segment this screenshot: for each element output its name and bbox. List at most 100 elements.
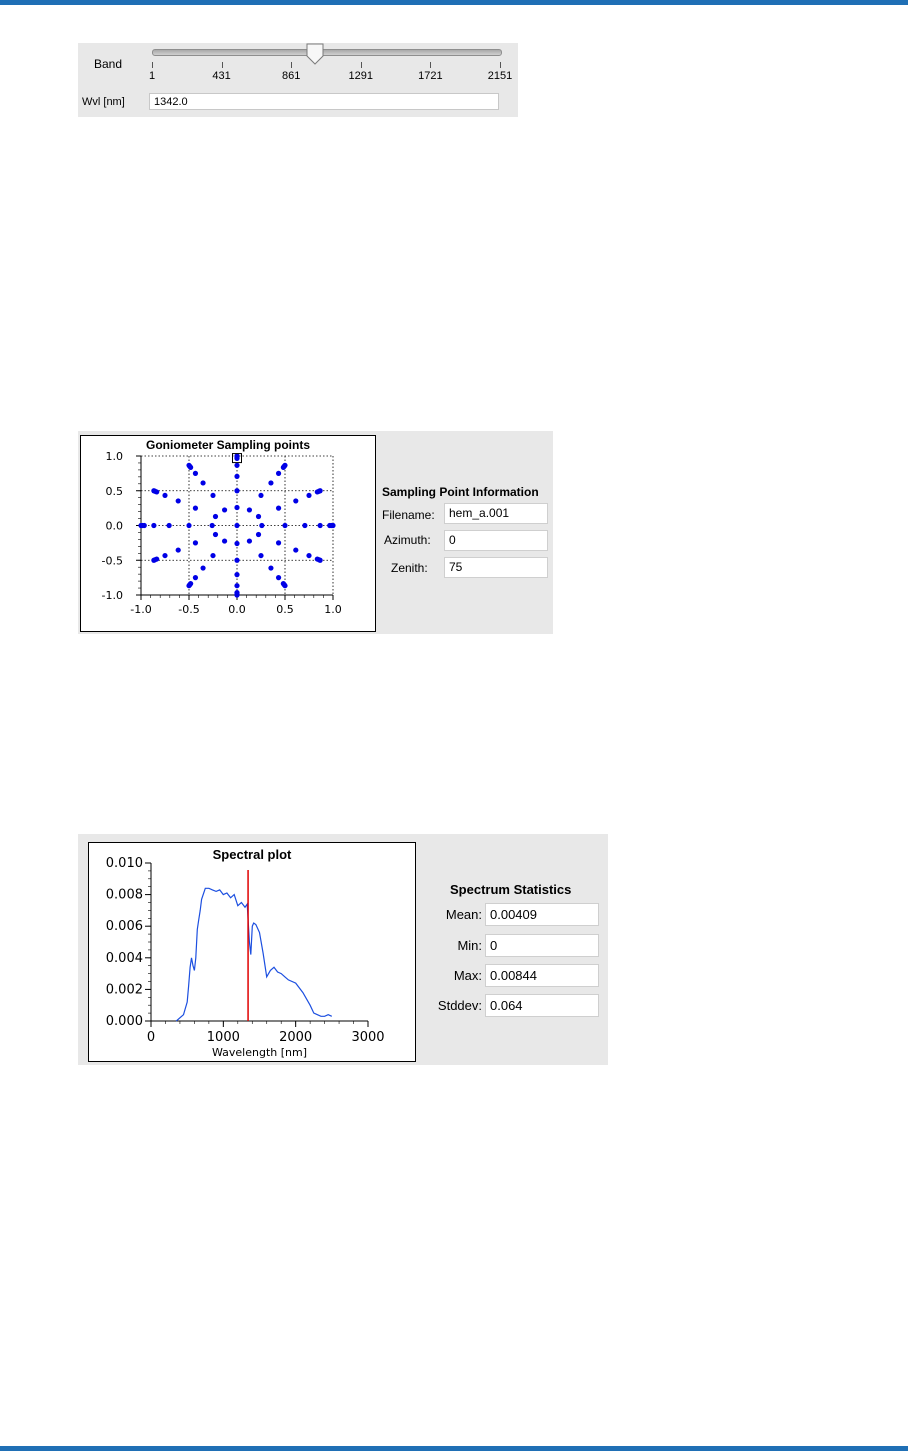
sampling-point	[162, 492, 168, 499]
sampling-point	[306, 552, 312, 559]
sampling-point	[234, 488, 240, 494]
sampling-point	[258, 492, 264, 499]
sampling-point	[212, 513, 219, 520]
sampling-point	[234, 583, 240, 589]
sampling-point	[275, 540, 282, 546]
spectrum-statistics-title: Spectrum Statistics	[450, 882, 572, 897]
sampling-point	[258, 552, 264, 559]
sampling-point	[282, 583, 288, 589]
mean-field[interactable]: 0.00409	[485, 903, 599, 926]
top-accent-bar	[0, 0, 908, 5]
x-tick-label: 0.0	[228, 603, 246, 616]
x-tick-label: -0.5	[178, 603, 199, 616]
goniometer-plot-title: Goniometer Sampling points	[145, 438, 310, 452]
spectral-chart: 0 1000 2000 3000 0.010 0.008 0.006 0.004 0.002 0.…	[106, 856, 385, 1059]
azimuth-field[interactable]: 0	[444, 530, 548, 551]
sampling-point	[275, 575, 282, 581]
sampling-point	[151, 488, 157, 494]
sampling-point	[221, 507, 228, 513]
y-tick-label: -0.5	[102, 554, 123, 567]
max-field[interactable]: 0.00844	[485, 964, 599, 987]
sampling-point	[317, 522, 323, 529]
stddev-field[interactable]: 0.064	[485, 994, 599, 1017]
x-axis-label: Wavelength [nm]	[212, 1046, 307, 1059]
wavelength-label: Wvl [nm]	[82, 96, 125, 108]
sampling-point	[186, 583, 192, 589]
spectral-plot-title: Spectral plot	[212, 847, 292, 862]
zenith-field[interactable]: 75	[444, 557, 548, 578]
spectral-plot[interactable]: Spectral plot 0 1000 2000 3000 0.010 0.008 0.0…	[88, 842, 416, 1062]
y-tick-label: 0.008	[106, 888, 143, 903]
max-label: Max:	[453, 968, 482, 983]
x-tick-label: 1.0	[324, 603, 342, 616]
mean-label: Mean:	[445, 907, 482, 922]
sampling-point	[259, 522, 265, 529]
y-tick-label: 0.0	[106, 520, 124, 533]
sampling-point	[175, 547, 181, 553]
slider-tick-label: 431	[212, 70, 231, 82]
sampling-point	[293, 547, 299, 553]
slider-tick-label: 861	[282, 70, 301, 82]
sampling-point	[166, 522, 172, 529]
wavelength-input[interactable]: 1342.0	[149, 93, 499, 110]
sampling-point	[317, 557, 323, 563]
sampling-point	[200, 565, 206, 571]
sampling-point	[255, 513, 262, 520]
bottom-accent-bar	[0, 1446, 908, 1451]
sampling-point	[192, 540, 199, 546]
sampling-point	[192, 505, 199, 511]
sampling-point-info-title: Sampling Point Information	[382, 485, 539, 499]
sampling-point	[255, 531, 262, 538]
band-slider-thumb[interactable]	[306, 43, 324, 65]
sampling-point	[268, 480, 274, 486]
slider-tick	[360, 62, 362, 68]
slider-tick	[152, 62, 153, 68]
y-tick-label: 0.010	[106, 856, 143, 871]
sampling-point	[186, 462, 192, 468]
sampling-point	[234, 592, 240, 598]
sampling-point	[275, 470, 282, 476]
band-slider-track[interactable]	[152, 49, 502, 56]
sampling-point	[234, 473, 240, 479]
x-tick-label: 3000	[351, 1030, 384, 1045]
y-tick-label: 0.006	[106, 919, 143, 934]
selected-point-marker	[232, 453, 242, 464]
sampling-point	[151, 522, 157, 529]
sampling-point	[221, 538, 228, 544]
x-tick-label: 0	[147, 1030, 155, 1045]
sampling-point	[306, 492, 312, 499]
y-tick-label: 0.004	[106, 951, 143, 966]
sampling-point	[234, 453, 240, 459]
slider-tick-label: 1	[148, 70, 156, 82]
sampling-point	[234, 572, 240, 578]
y-tick-label: 0.5	[106, 485, 124, 498]
sampling-point	[138, 522, 144, 529]
x-tick-label: 2000	[279, 1030, 312, 1045]
sampling-point	[212, 531, 219, 538]
sampling-point	[282, 462, 288, 468]
min-field[interactable]: 0	[485, 934, 599, 957]
slider-tick-label: 1291	[348, 70, 374, 82]
slider-tick	[500, 62, 501, 68]
sampling-point	[210, 492, 216, 499]
slider-tick-label: 2151	[487, 70, 513, 82]
sampling-point	[162, 552, 168, 559]
zenith-label: Zenith:	[391, 561, 428, 575]
sampling-point	[234, 557, 240, 563]
sampling-point	[302, 522, 308, 529]
slider-tick	[221, 62, 223, 68]
goniometer-plot[interactable]: Goniometer Sampling points -1.0 -0.5 0.0 0.…	[80, 435, 376, 632]
sampling-point	[234, 540, 240, 547]
band-slider-panel: Band 1 431 861 1291 1721 2151 Wvl [nm] 1342.0	[78, 43, 518, 117]
filename-field[interactable]: hem_a.001	[444, 503, 548, 524]
azimuth-label: Azimuth:	[384, 533, 431, 547]
goniometer-panel: Goniometer Sampling points -1.0 -0.5 0.0 0.…	[78, 431, 553, 634]
sampling-point	[246, 538, 253, 544]
sampling-point	[246, 507, 253, 513]
y-tick-label: 0.000	[106, 1014, 143, 1029]
sampling-point	[293, 498, 299, 504]
x-tick-label: -1.0	[130, 603, 151, 616]
y-tick-label: 1.0	[106, 450, 124, 463]
sampling-point	[210, 552, 216, 559]
sampling-point	[192, 470, 199, 476]
